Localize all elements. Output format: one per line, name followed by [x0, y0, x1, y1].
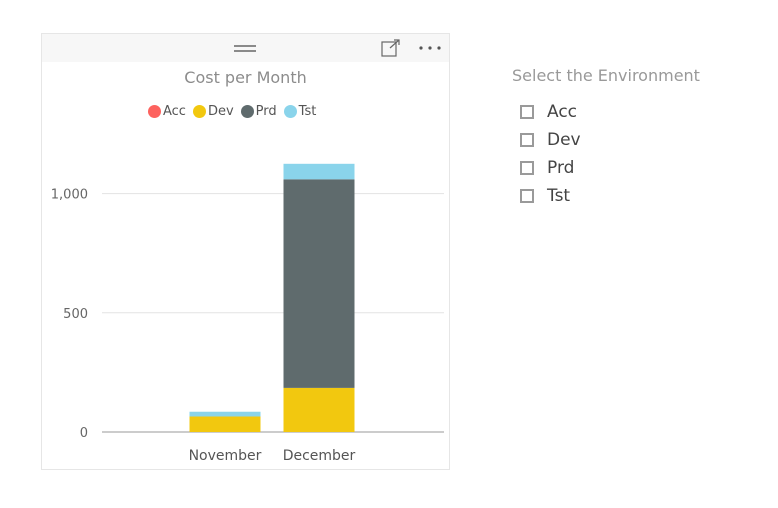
legend-item-prd[interactable]: Prd [240, 104, 277, 119]
bar-segment-tst[interactable] [189, 411, 261, 417]
legend-label: Prd [255, 104, 277, 119]
legend-label: Dev [207, 104, 234, 119]
slicer-item-dev[interactable]: Dev [520, 126, 581, 154]
legend-swatch [148, 105, 161, 118]
x-tick-label: December [283, 448, 356, 464]
checkbox[interactable] [520, 133, 534, 147]
slicer-title: Select the Environment [512, 66, 700, 85]
bar-segment-dev[interactable] [283, 387, 355, 432]
bar-segment-dev[interactable] [189, 416, 261, 432]
legend-label: Acc [163, 104, 186, 119]
drag-handle-icon[interactable] [232, 43, 258, 53]
checkbox[interactable] [520, 161, 534, 175]
bar-segment-prd[interactable] [283, 179, 355, 388]
legend-swatch [283, 105, 297, 118]
chart-title: Cost per Month [184, 68, 307, 87]
bar-segment-tst[interactable] [283, 163, 355, 180]
bar-chart: 0 500 1,000 November December [51, 163, 444, 464]
visual-header [42, 34, 449, 62]
chart-legend: Acc Dev Prd Tst [148, 104, 323, 119]
legend-swatch [192, 105, 206, 118]
checkbox[interactable] [520, 105, 534, 119]
slicer-item-acc[interactable]: Acc [520, 98, 581, 126]
slicer-item-label: Tst [547, 186, 571, 206]
slicer-item-prd[interactable]: Prd [520, 154, 581, 182]
legend-swatch [240, 105, 254, 118]
checkbox[interactable] [520, 189, 534, 203]
legend-label: Tst [298, 104, 317, 119]
slicer-item-label: Dev [547, 130, 581, 150]
more-options-icon[interactable] [417, 40, 443, 56]
legend-item-tst[interactable]: Tst [283, 104, 317, 119]
x-tick-label: November [189, 448, 262, 464]
y-tick-label: 1,000 [51, 188, 88, 203]
chart-visual[interactable]: Cost per Month Acc Dev Prd Tst 0 500 1,000 Nov… [41, 33, 450, 470]
environment-slicer: Acc Dev Prd Tst [520, 98, 581, 210]
legend-item-dev[interactable]: Dev [192, 104, 234, 119]
slicer-item-label: Prd [547, 158, 575, 178]
slicer-item-label: Acc [547, 102, 578, 122]
legend-item-acc[interactable]: Acc [148, 104, 186, 119]
y-tick-label: 0 [80, 426, 88, 441]
slicer-item-tst[interactable]: Tst [520, 182, 581, 210]
focus-mode-icon[interactable] [381, 39, 401, 57]
y-tick-label: 500 [63, 307, 88, 322]
